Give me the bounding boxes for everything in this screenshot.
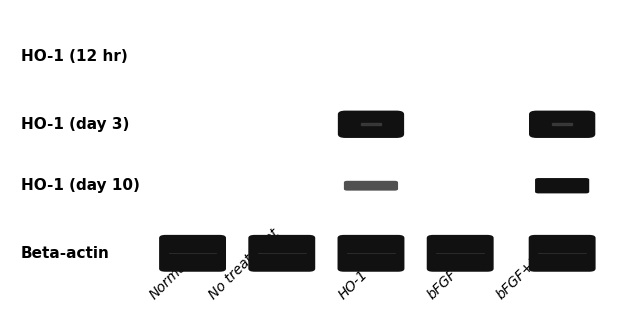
- Text: HO-1 (12 hr): HO-1 (12 hr): [20, 49, 127, 64]
- FancyBboxPatch shape: [159, 235, 226, 272]
- Text: Normal: Normal: [147, 257, 193, 303]
- FancyBboxPatch shape: [535, 178, 589, 193]
- Text: bFGF+HO-1: bFGF+HO-1: [494, 234, 562, 303]
- FancyBboxPatch shape: [337, 235, 404, 272]
- Text: HO-1 (day 10): HO-1 (day 10): [20, 178, 140, 193]
- FancyBboxPatch shape: [344, 181, 398, 191]
- Text: Beta-actin: Beta-actin: [20, 246, 109, 261]
- Text: bFGF: bFGF: [425, 268, 460, 303]
- FancyBboxPatch shape: [338, 111, 404, 138]
- Text: No treatment: No treatment: [206, 227, 282, 303]
- Text: HO-1: HO-1: [336, 268, 371, 303]
- FancyBboxPatch shape: [529, 111, 595, 138]
- FancyBboxPatch shape: [248, 235, 316, 272]
- FancyBboxPatch shape: [427, 235, 493, 272]
- Text: HO-1 (day 3): HO-1 (day 3): [20, 117, 129, 132]
- FancyBboxPatch shape: [529, 235, 596, 272]
